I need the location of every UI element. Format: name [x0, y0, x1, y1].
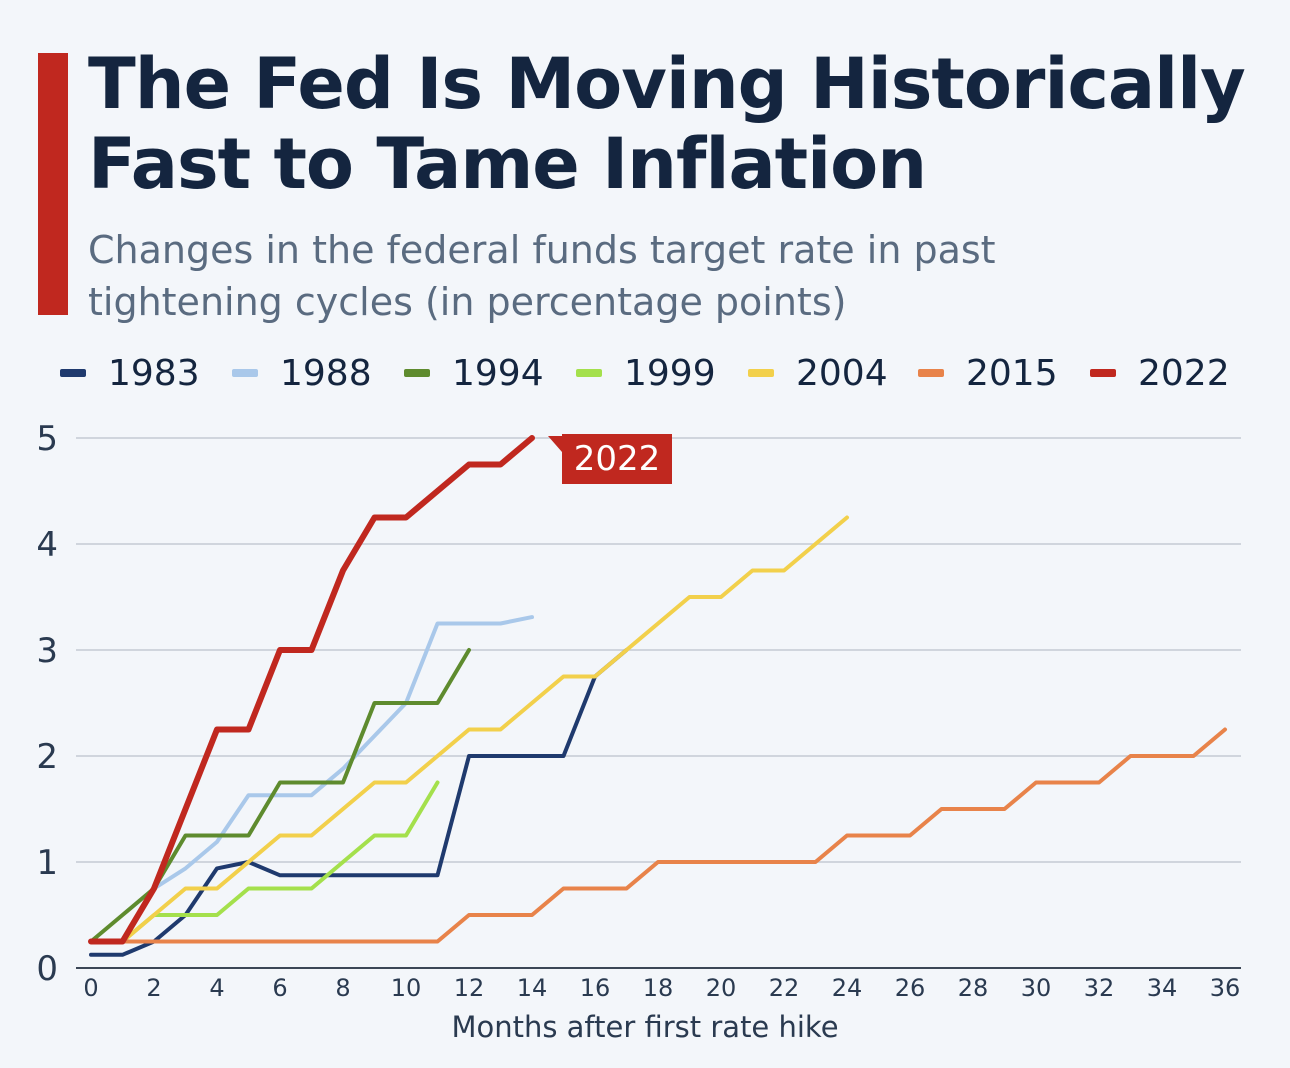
x-tick-label: 18: [643, 974, 674, 1002]
y-tick-label: 4: [36, 525, 58, 565]
chart-title-line-1: The Fed Is Moving Historically: [88, 43, 1246, 125]
x-tick-label: 6: [272, 974, 287, 1002]
legend-item-1999: 1999: [576, 350, 716, 396]
x-tick-label: 0: [83, 974, 98, 1002]
legend-item-2022: 2022: [1090, 350, 1230, 396]
legend-item-1983: 1983: [60, 350, 200, 396]
y-tick-label: 1: [36, 843, 58, 883]
series-line-1983: [89, 648, 629, 957]
legend-swatch: [60, 369, 86, 377]
chart-title: The Fed Is Moving Historically Fast to T…: [88, 44, 1278, 204]
legend-label: 1999: [624, 352, 716, 394]
x-tick-label: 34: [1147, 974, 1178, 1002]
legend-label: 2015: [966, 352, 1058, 394]
callout-box: [562, 434, 672, 484]
series-line-2015: [89, 727, 1227, 944]
x-tick-label: 36: [1210, 974, 1241, 1002]
legend-item-2004: 2004: [748, 350, 888, 396]
chart-legend: 1983 1988 1994 1999 2004 2015 2022: [60, 350, 1260, 396]
x-tick-label: 12: [454, 974, 485, 1002]
legend-label: 1988: [280, 352, 372, 394]
x-tick-label: 22: [769, 974, 800, 1002]
x-tick-label: 8: [335, 974, 350, 1002]
x-tick-label: 4: [209, 974, 224, 1002]
callout-label: 2022: [574, 439, 661, 479]
x-axis-label: Months after first rate hike: [451, 1010, 838, 1044]
callout-pointer: [548, 436, 562, 452]
chart-title-line-2: Fast to Tame Inflation: [88, 123, 927, 205]
y-tick-label: 0: [36, 949, 58, 989]
x-tick-label: 28: [958, 974, 989, 1002]
x-tick-label: 16: [580, 974, 611, 1002]
title-accent-bar: [38, 53, 68, 315]
x-tick-label: 32: [1084, 974, 1115, 1002]
x-tick-label: 24: [832, 974, 863, 1002]
legend-swatch: [232, 369, 258, 377]
legend-item-2015: 2015: [918, 350, 1058, 396]
y-tick-label: 5: [36, 419, 58, 459]
legend-swatch: [404, 369, 430, 377]
series-line-2022: [88, 435, 535, 945]
legend-item-1994: 1994: [404, 350, 544, 396]
legend-swatch: [1090, 369, 1116, 377]
legend-label: 1983: [108, 352, 200, 394]
series-line-2004: [89, 515, 849, 944]
chart-subtitle-line-2: tightening cycles (in percentage points): [88, 280, 847, 324]
legend-label: 1994: [452, 352, 544, 394]
x-tick-label: 2: [146, 974, 161, 1002]
legend-swatch: [918, 369, 944, 377]
legend-swatch: [576, 369, 602, 377]
x-tick-label: 30: [1021, 974, 1052, 1002]
y-tick-label: 3: [36, 631, 58, 671]
x-tick-label: 20: [706, 974, 737, 1002]
chart-subtitle: Changes in the federal funds target rate…: [88, 224, 1188, 328]
legend-item-1988: 1988: [232, 350, 372, 396]
x-tick-label: 10: [391, 974, 422, 1002]
x-tick-label: 14: [517, 974, 548, 1002]
series-line-1988: [152, 615, 534, 891]
y-tick-label: 2: [36, 737, 58, 777]
x-tick-label: 26: [895, 974, 926, 1002]
legend-swatch: [748, 369, 774, 377]
legend-label: 2022: [1138, 352, 1230, 394]
legend-label: 2004: [796, 352, 888, 394]
chart-subtitle-line-1: Changes in the federal funds target rate…: [88, 228, 996, 272]
